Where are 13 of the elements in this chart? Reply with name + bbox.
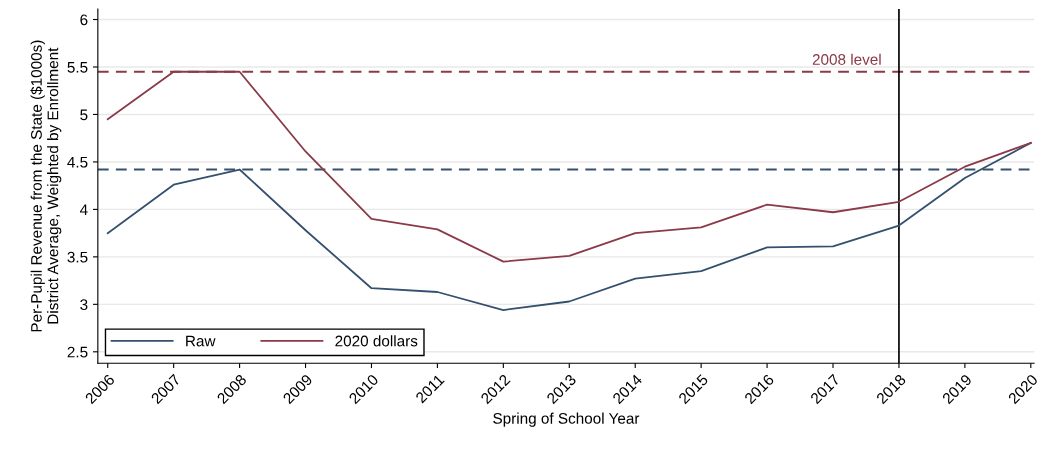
y-tick-label: 6 <box>80 14 88 26</box>
legend-label: 2020 dollars <box>335 335 418 347</box>
y-tick-label: 5 <box>80 109 88 121</box>
y-tick-label: 4 <box>79 204 88 215</box>
y-tick-label: 4.5 <box>67 156 88 168</box>
legend-label: Raw <box>186 335 216 347</box>
y-tick-label: 5.5 <box>67 62 88 73</box>
y-axis-title: Per-Pupil Revenue from the State ($1000s) District Average, Weighted by Enrollment <box>30 40 62 332</box>
y-tick-label: 3.5 <box>67 251 88 263</box>
ref-line-label: 2008 level <box>812 53 881 65</box>
y-tick-label: 3 <box>80 299 88 311</box>
y-tick-label: 2.5 <box>67 346 88 358</box>
x-axis-title: Spring of School Year <box>493 412 640 427</box>
